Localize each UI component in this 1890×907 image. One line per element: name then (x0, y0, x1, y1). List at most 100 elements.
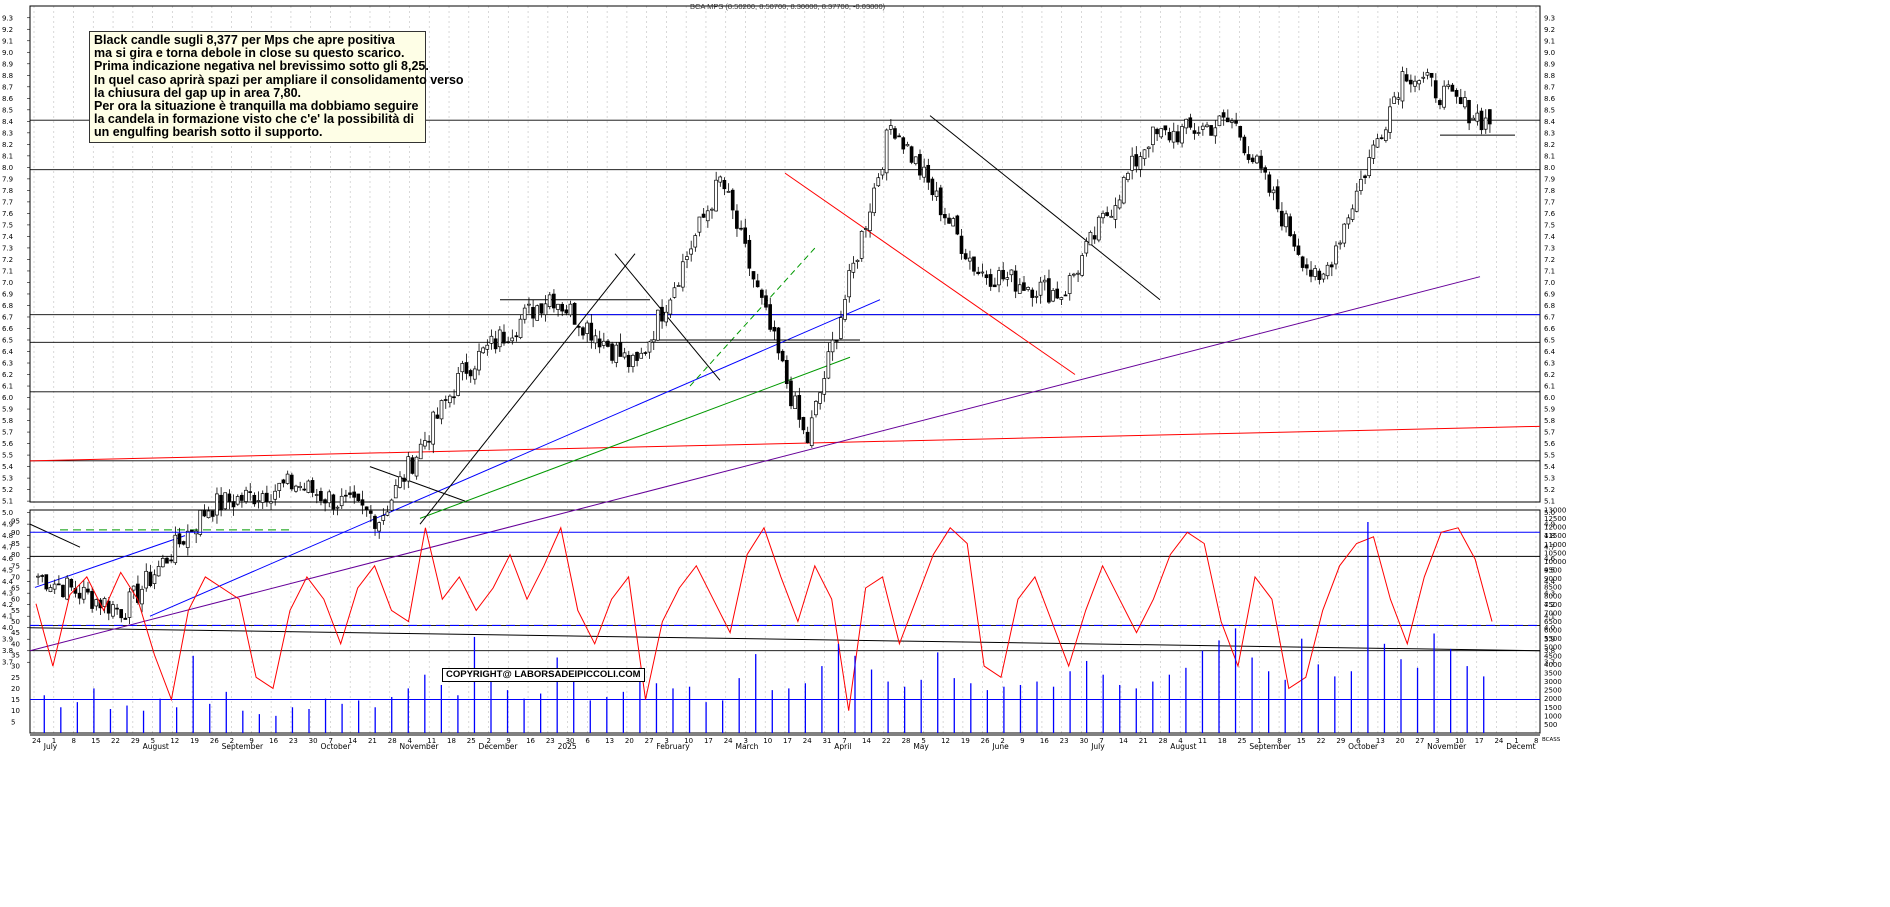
candle-body (972, 256, 976, 272)
candle-body (1379, 137, 1384, 140)
candle-body (1338, 242, 1342, 245)
candle-body (626, 354, 631, 368)
candle-body (90, 590, 94, 609)
candle-body (618, 341, 623, 357)
volume-tick-label: 3500 (1544, 669, 1562, 677)
candle-body (423, 440, 427, 447)
date-tick-label: 14 (348, 737, 357, 745)
price-tick-left: 8.5 (2, 106, 13, 114)
candle-body (1313, 268, 1317, 277)
candle-body (1192, 130, 1197, 134)
candle-body (606, 340, 610, 347)
panel-frames (29, 5, 1541, 736)
candle-body (1288, 216, 1292, 237)
candle-body (1055, 288, 1060, 299)
price-tick-right: 5.6 (1544, 440, 1556, 448)
candle-body (52, 583, 57, 590)
price-tick-left: 5.8 (2, 417, 13, 425)
osc-tick-label: 5 (11, 718, 15, 726)
date-tick-label: 23 (289, 737, 298, 745)
price-tick-left: 4.9 (2, 521, 13, 529)
volume-tick-label: 2500 (1544, 687, 1562, 695)
candle-body (992, 284, 997, 288)
osc-tick-label: 50 (11, 618, 20, 626)
candle-body (472, 368, 477, 380)
candle-body (1159, 128, 1164, 138)
candle-body (115, 607, 119, 610)
candle-body (385, 511, 390, 516)
candle-body (830, 339, 835, 353)
analysis-note: Black candle sugli 8,377 per Mps che apr… (89, 31, 464, 143)
price-tick-right: 5.3 (1544, 475, 1555, 483)
candle-body (1167, 131, 1172, 141)
candle-body (822, 378, 827, 395)
candle-body (144, 570, 148, 589)
candle-body (1408, 79, 1413, 85)
date-tick-label: 7 (1099, 737, 1103, 745)
price-tick-right: 7.4 (1544, 233, 1556, 241)
volume-tick-label: 5500 (1544, 635, 1562, 643)
price-tick-right: 8.9 (1544, 60, 1555, 68)
candle-body (65, 577, 69, 600)
candle-body (826, 351, 831, 379)
candle-body (1309, 269, 1313, 277)
date-tick-label: 24 (803, 737, 812, 745)
month-label: May (913, 742, 929, 751)
price-tick-left: 7.4 (2, 233, 14, 241)
date-tick-label: 19 (961, 737, 970, 745)
candle-body (1213, 127, 1218, 137)
price-tick-right: 5.0 (1544, 509, 1555, 517)
candle-body (160, 557, 165, 568)
candle-body (1325, 264, 1330, 277)
candle-body (323, 499, 327, 504)
price-tick-left: 7.1 (2, 267, 13, 275)
candle-body (1084, 241, 1089, 254)
price-tick-left: 6.7 (2, 313, 13, 321)
candle-body (1329, 264, 1334, 268)
volume-tick-label: 2000 (1544, 695, 1562, 703)
candle-body (730, 189, 735, 211)
candle-body (1396, 97, 1401, 100)
candle-body (1250, 157, 1255, 163)
analysis-line: un engulfing bearish sotto il supporto. (94, 125, 323, 140)
candle-body (755, 280, 760, 288)
candle-body (1425, 72, 1430, 76)
price-tick-left: 6.5 (2, 337, 13, 345)
price-tick-right: 9.3 (1544, 14, 1555, 22)
volume-tick-label: 1000 (1544, 712, 1562, 720)
green-trendline (419, 356, 851, 519)
candle-body (198, 510, 203, 535)
price-tick-left: 7.7 (2, 198, 13, 206)
analysis-line: In quel caso aprirà spazi per ampliare i… (94, 72, 464, 87)
candle-body (1433, 80, 1438, 99)
price-tick-left: 6.6 (2, 325, 14, 333)
price-tick-left: 5.9 (2, 406, 13, 414)
price-tick-right: 7.9 (1544, 175, 1555, 183)
osc-tick-label: 55 (11, 607, 20, 615)
month-label: November (400, 742, 440, 751)
candle-body (1392, 96, 1396, 104)
candle-body (768, 304, 772, 330)
oscillator-line (35, 526, 1493, 711)
price-tick-right: 8.8 (1544, 72, 1555, 80)
price-tick-right: 8.3 (1544, 129, 1555, 137)
candle-body (447, 395, 452, 404)
date-tick-label: 29 (131, 737, 140, 745)
volume-tick-label: 5000 (1544, 644, 1562, 652)
long-support-trendline (29, 627, 1541, 652)
candle-body (1175, 131, 1180, 143)
price-tick-left: 6.3 (2, 360, 13, 368)
price-tick-right: 6.9 (1544, 290, 1555, 298)
analysis-line: Per ora la situazione è tranquilla ma do… (94, 99, 419, 114)
candle-body (1234, 120, 1238, 124)
candle-body (676, 285, 681, 287)
candle-body (701, 213, 706, 218)
osc-tick-label: 95 (11, 518, 20, 526)
price-tick-right: 7.7 (1544, 198, 1555, 206)
candle-body (951, 218, 956, 227)
price-tick-left: 7.0 (2, 279, 13, 287)
price-tick-left: 5.2 (2, 486, 13, 494)
candle-body (693, 235, 698, 248)
candle-body (1034, 295, 1039, 298)
month-label: December (479, 742, 519, 751)
